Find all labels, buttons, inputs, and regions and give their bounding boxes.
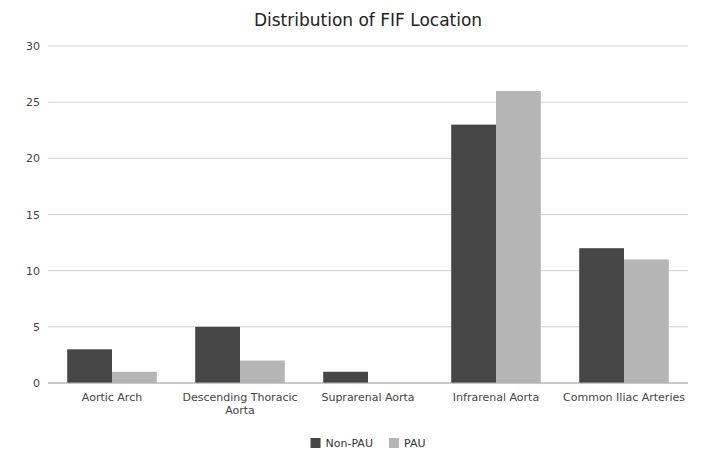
bar — [112, 372, 157, 383]
x-axis-line — [48, 383, 688, 384]
legend-item: PAU — [389, 437, 426, 450]
grid-line — [48, 383, 688, 384]
y-tick-label: 0 — [33, 377, 40, 390]
background — [0, 0, 708, 469]
x-tick-label: Aortic Arch — [82, 391, 142, 404]
chart-svg: Distribution of FIF Location 0 5 10 15 20 25 30… — [0, 0, 708, 469]
bar — [240, 361, 285, 383]
x-tick-label: Infrarenal Aorta — [453, 391, 539, 404]
y-tick-label: 10 — [26, 265, 40, 278]
legend-label: PAU — [404, 437, 426, 450]
grid — [48, 46, 688, 383]
bar — [67, 349, 112, 383]
y-tick-label: 15 — [26, 209, 40, 222]
bar — [323, 372, 368, 383]
grid-line — [48, 102, 688, 103]
x-tick-label: Common Iliac Arteries — [563, 391, 685, 404]
bar — [195, 327, 240, 383]
grid-line — [48, 214, 688, 215]
bar — [579, 248, 624, 383]
grid-line — [48, 158, 688, 159]
x-tick-label: Suprarenal Aorta — [321, 391, 414, 404]
bar — [451, 125, 496, 383]
title: Distribution of FIF Location — [254, 10, 482, 30]
bars — [67, 91, 669, 383]
y-tick-label: 25 — [26, 96, 40, 109]
legend-swatch — [389, 438, 399, 448]
y-tick-label: 30 — [26, 40, 40, 53]
y-tick-label: 5 — [33, 321, 40, 334]
y-tick-label: 20 — [26, 152, 40, 165]
legend-label: Non-PAU — [326, 437, 373, 450]
bar — [624, 259, 669, 383]
chart-container: Distribution of FIF Location 0 5 10 15 20 25 30… — [0, 0, 708, 469]
grid-line — [48, 46, 688, 47]
legend-swatch — [311, 438, 321, 448]
x-tick-label: Descending ThoracicAorta — [182, 391, 297, 417]
legend-item: Non-PAU — [311, 437, 373, 450]
legend: Non-PAU PAU — [311, 437, 426, 450]
bar — [496, 91, 541, 383]
